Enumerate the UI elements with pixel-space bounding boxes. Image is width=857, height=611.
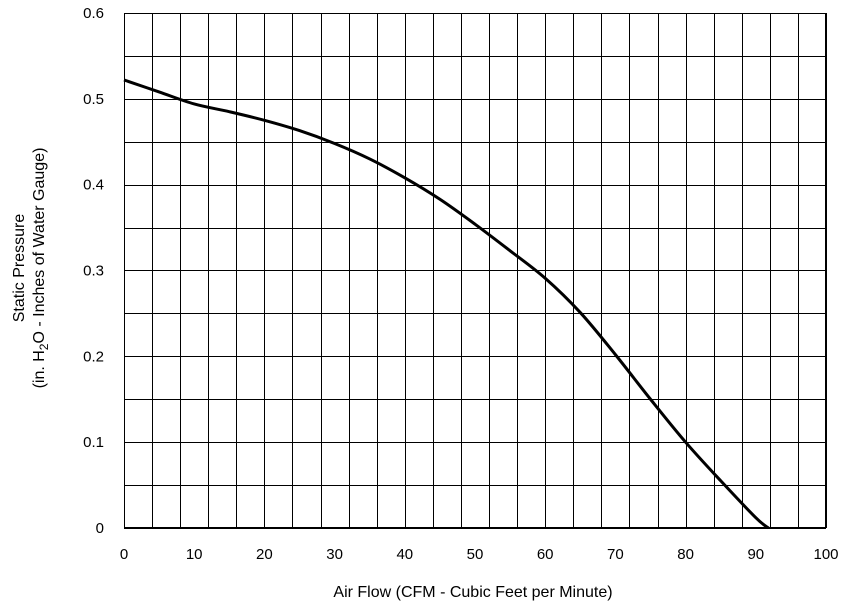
x-tick-label: 30	[326, 546, 343, 563]
x-tick-label: 0	[120, 546, 128, 563]
y-axis-title: Static Pressure (in. H2O - Inches of Wat…	[11, 148, 51, 389]
x-tick-label: 50	[467, 546, 484, 563]
grid	[124, 13, 827, 529]
x-axis-title: Air Flow (CFM - Cubic Feet per Minute)	[333, 584, 612, 601]
y-tick-label: 0	[96, 520, 104, 537]
x-tick-label: 20	[256, 546, 273, 563]
y-tick-label: 0.1	[83, 434, 104, 451]
y-tick-label: 0.4	[83, 177, 104, 194]
x-axis-ticks: 0 10 20 30 40 50 60 70 80 90 100	[120, 546, 839, 563]
y-tick-label: 0.3	[83, 263, 104, 280]
series-line	[123, 78, 770, 530]
x-tick-label: 80	[677, 546, 694, 563]
x-tick-label: 90	[747, 546, 764, 563]
y-axis-title-line1: Static Pressure	[11, 214, 28, 323]
y-tick-label: 0.2	[83, 348, 104, 365]
x-tick-label: 60	[537, 546, 554, 563]
plot-frame	[124, 13, 826, 528]
x-tick-label: 40	[396, 546, 413, 563]
plot-area	[123, 78, 770, 530]
y-axis-title-line2: (in. H2O - Inches of Water Gauge)	[31, 148, 51, 389]
x-tick-label: 70	[607, 546, 624, 563]
x-tick-label: 100	[813, 546, 838, 563]
y-axis-ticks: 0 0.1 0.2 0.3 0.4 0.5 0.6	[83, 5, 104, 537]
x-tick-label: 10	[186, 546, 203, 563]
y-tick-label: 0.6	[83, 5, 104, 22]
y-tick-label: 0.5	[83, 91, 104, 108]
